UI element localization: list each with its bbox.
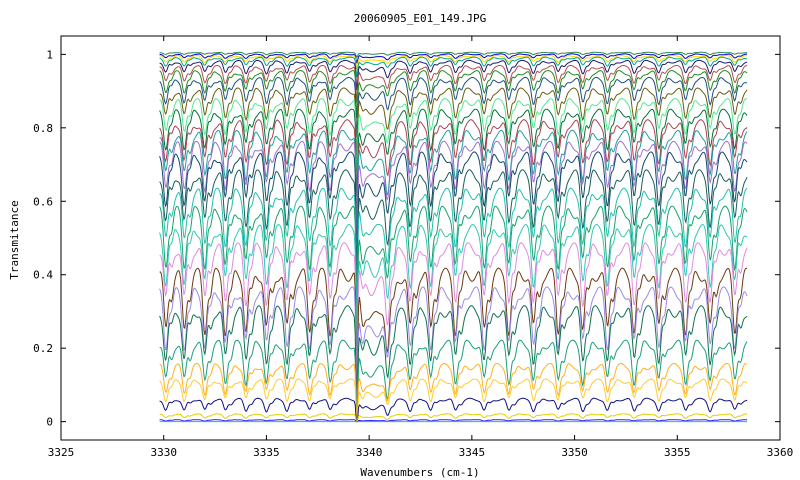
- x-axis: 3325 3330 3335 3340 3345 3350 3355 3360: [48, 36, 794, 459]
- y-tick-label: 0.2: [33, 342, 53, 355]
- series-line: [159, 140, 748, 243]
- series-line: [159, 419, 748, 423]
- y-tick-label: 0.6: [33, 195, 53, 208]
- chart-title: 20060905_E01_149.JPG: [354, 12, 486, 25]
- series-line: [159, 378, 748, 422]
- x-tick-label: 3355: [664, 446, 691, 459]
- y-tick-label: 0.8: [33, 122, 53, 135]
- series-line: [159, 51, 748, 59]
- x-tick-label: 3325: [48, 446, 75, 459]
- series-line: [159, 108, 748, 197]
- series-line: [159, 119, 748, 221]
- x-tick-label: 3340: [356, 446, 383, 459]
- series-line: [159, 151, 748, 271]
- series-line: [159, 305, 748, 422]
- series-line: [159, 169, 748, 299]
- series-line: [159, 129, 748, 235]
- y-tick-label: 0.4: [33, 269, 53, 282]
- series-line: [159, 223, 748, 365]
- y-tick-label: 0: [46, 416, 53, 429]
- x-tick-label: 3350: [561, 446, 588, 459]
- x-tick-label: 3345: [459, 446, 486, 459]
- series-line: [159, 413, 748, 423]
- series-line: [159, 362, 748, 422]
- series-line: [159, 69, 748, 118]
- y-axis-label: Transmitance: [8, 200, 21, 279]
- plot-frame: [60, 35, 781, 441]
- series-line: [159, 53, 748, 64]
- series-line: [159, 98, 748, 172]
- x-tick-label: 3360: [767, 446, 794, 459]
- series-line: [159, 205, 748, 338]
- series-line: [159, 397, 748, 422]
- series-line: [159, 59, 748, 91]
- series-line: [159, 65, 748, 103]
- series-line: [159, 87, 748, 156]
- series-line: [159, 56, 748, 78]
- series-line: [159, 339, 748, 422]
- x-tick-label: 3330: [150, 446, 177, 459]
- series-line: [159, 242, 748, 379]
- y-axis: 0 0.2 0.4 0.6 0.8 1: [33, 48, 780, 429]
- series-line: [159, 286, 748, 422]
- x-axis-label: Wavenumbers (cm-1): [360, 466, 479, 479]
- series-line: [159, 267, 748, 406]
- series-layer: [159, 51, 748, 423]
- series-line: [159, 76, 748, 138]
- y-tick-label: 1: [46, 48, 53, 61]
- x-tick-label: 3335: [253, 446, 280, 459]
- series-line: [159, 54, 748, 70]
- series-line: [159, 187, 748, 309]
